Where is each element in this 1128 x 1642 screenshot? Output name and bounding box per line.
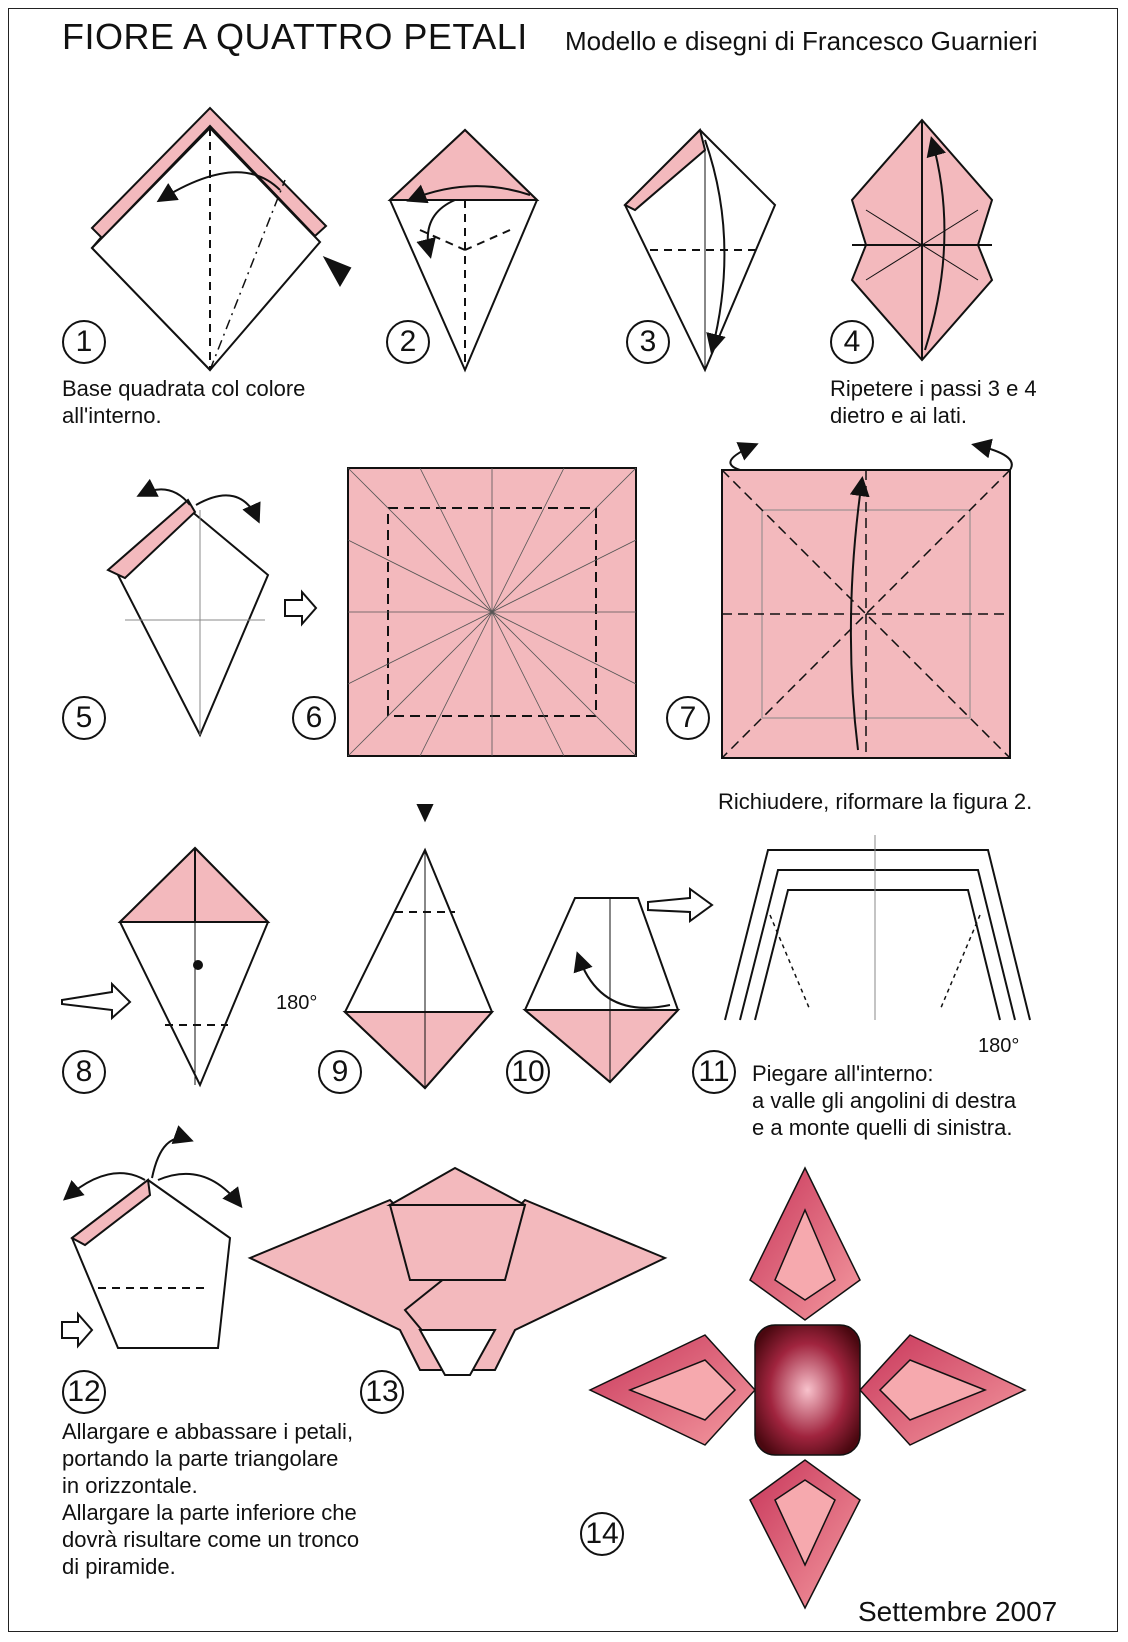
step-7-caption: Richiudere, riformare la figura 2.	[718, 788, 1032, 815]
step-number-3: 3	[626, 320, 670, 364]
step-number-5: 5	[62, 696, 106, 740]
next-arrow-icon	[648, 889, 712, 921]
next-arrow-icon	[62, 1314, 92, 1346]
step-1-figure	[92, 108, 350, 370]
step-8-figure	[120, 848, 268, 1085]
step-10-figure	[525, 898, 678, 1082]
step-number-6: 6	[292, 696, 336, 740]
step-11-figure	[725, 835, 1030, 1020]
step-9-figure	[345, 805, 492, 1088]
step-5-figure	[108, 489, 268, 735]
step-4-caption: Ripetere i passi 3 e 4 dietro e ai lati.	[830, 375, 1037, 429]
step-14-flower	[590, 1168, 1025, 1608]
step-12-figure	[66, 1138, 240, 1348]
step-number-12: 12	[62, 1370, 106, 1414]
step-6-crease-pattern	[348, 468, 636, 756]
rotate-180-label: 180°	[978, 1035, 1019, 1058]
next-arrow-icon	[285, 592, 316, 624]
step-12-caption: Allargare e abbassare i petali, portando…	[62, 1418, 359, 1580]
step-7-crease-pattern	[722, 445, 1012, 758]
step-number-11: 11	[692, 1050, 736, 1094]
step-number-1: 1	[62, 320, 106, 364]
next-arrow-icon	[62, 984, 130, 1018]
footer-date: Settembre 2007	[858, 1596, 1057, 1628]
step-number-2: 2	[386, 320, 430, 364]
step-number-9: 9	[318, 1050, 362, 1094]
step-13-figure	[250, 1168, 665, 1375]
step-11-caption: Piegare all'interno: a valle gli angolin…	[752, 1060, 1016, 1141]
step-number-4: 4	[830, 320, 874, 364]
step-number-14: 14	[580, 1512, 624, 1556]
step-number-13: 13	[360, 1370, 404, 1414]
step-number-8: 8	[62, 1050, 106, 1094]
step-number-10: 10	[506, 1050, 550, 1094]
step-number-7: 7	[666, 696, 710, 740]
step-1-caption: Base quadrata col colore all'interno.	[62, 375, 305, 429]
rotate-180-label: 180°	[276, 992, 317, 1015]
step-4-figure	[852, 120, 992, 360]
